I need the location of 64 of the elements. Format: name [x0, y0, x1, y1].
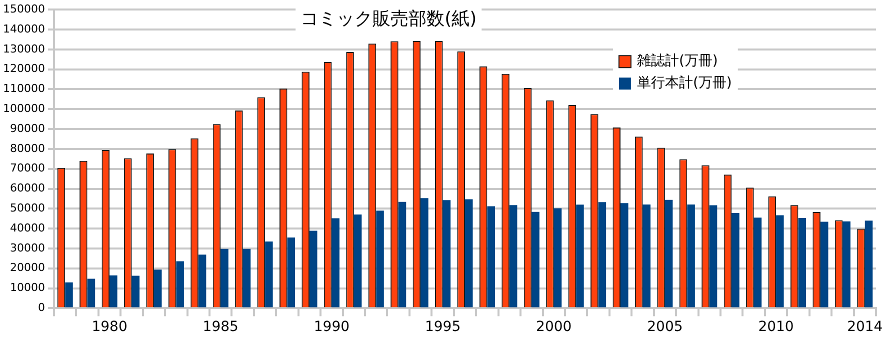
- bar: [732, 213, 740, 308]
- bar: [642, 204, 651, 308]
- bar: [620, 203, 628, 308]
- bar: [487, 206, 495, 308]
- bar: [87, 278, 96, 308]
- bar: [798, 218, 806, 308]
- bar: [532, 212, 540, 308]
- chart-title: コミック販売部数(紙): [300, 8, 477, 30]
- x-tick-label: 1980: [92, 319, 128, 336]
- bar: [464, 199, 473, 308]
- bar: [154, 270, 162, 308]
- bar: [332, 218, 340, 308]
- bar: [265, 242, 273, 308]
- bar: [576, 204, 584, 308]
- y-tick-label: 70000: [10, 162, 45, 175]
- y-tick-label: 80000: [10, 142, 45, 155]
- bar: [287, 238, 296, 308]
- bar: [354, 214, 362, 308]
- bar: [65, 282, 73, 308]
- bar: [198, 254, 206, 308]
- x-tick-label: 1995: [424, 319, 461, 336]
- bar: [309, 230, 318, 308]
- y-tick-label: 10000: [10, 281, 45, 294]
- y-tick-label: 0: [38, 301, 45, 314]
- bar: [132, 276, 140, 308]
- bar: [376, 210, 384, 308]
- bar: [598, 202, 606, 308]
- x-tick-label: 2000: [536, 319, 572, 336]
- x-tick-label: 2010: [758, 319, 794, 336]
- bar: [242, 248, 251, 308]
- x-tick-label: 2014: [847, 319, 883, 336]
- y-tick-label: 20000: [10, 261, 45, 274]
- bar: [754, 218, 762, 308]
- bar: [687, 204, 695, 308]
- bar: [220, 248, 228, 308]
- y-tick-label: 100000: [2, 102, 45, 115]
- y-tick-label: 110000: [2, 82, 45, 96]
- bar: [110, 275, 118, 308]
- y-tick-label: 90000: [10, 122, 45, 135]
- bar: [842, 221, 850, 308]
- x-tick-label: 1985: [202, 319, 238, 336]
- y-tick-label: 120000: [2, 62, 45, 76]
- bar: [554, 208, 562, 308]
- bar: [509, 205, 518, 308]
- bar: [664, 200, 673, 308]
- legend-label: 雑誌計(万冊): [636, 53, 718, 70]
- y-tick-label: 30000: [10, 241, 45, 254]
- bar: [420, 198, 428, 308]
- bar: [820, 222, 828, 308]
- bar: [709, 205, 718, 308]
- legend-label: 単行本計(万冊): [636, 75, 732, 92]
- bar: [176, 261, 184, 308]
- x-tick-label: 1990: [314, 319, 350, 336]
- y-tick-label: 60000: [10, 182, 45, 195]
- bar: [398, 202, 406, 308]
- y-tick-label: 40000: [10, 221, 45, 234]
- bar: [776, 215, 784, 308]
- x-tick-label: 2005: [647, 319, 683, 336]
- y-tick-label: 150000: [2, 2, 45, 16]
- bar: [442, 200, 451, 308]
- y-tick-label: 130000: [2, 42, 45, 56]
- bar: [864, 220, 873, 308]
- y-tick-label: 140000: [2, 22, 45, 36]
- y-tick-label: 50000: [10, 202, 45, 215]
